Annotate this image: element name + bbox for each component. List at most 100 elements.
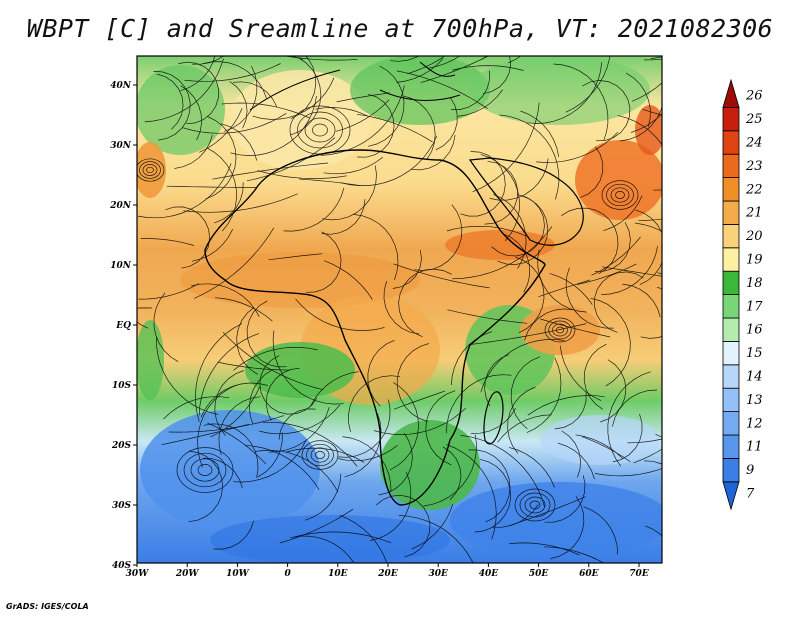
colorbar-label: 24 bbox=[745, 136, 763, 151]
streamline bbox=[195, 323, 243, 422]
streamline bbox=[612, 389, 658, 427]
streamline bbox=[538, 279, 591, 298]
streamline bbox=[206, 147, 237, 232]
streamline-vortex bbox=[306, 443, 334, 467]
streamline bbox=[305, 231, 342, 293]
streamline-vortex bbox=[190, 458, 220, 482]
streamline bbox=[263, 421, 358, 467]
streamline bbox=[645, 525, 662, 537]
streamline bbox=[536, 132, 619, 163]
streamline-vortex bbox=[310, 447, 330, 463]
streamline bbox=[200, 382, 268, 418]
colorbar-label: 9 bbox=[746, 463, 754, 478]
streamline bbox=[565, 267, 614, 329]
streamline bbox=[304, 473, 342, 521]
streamline bbox=[207, 422, 267, 465]
africa-coastline bbox=[204, 149, 546, 506]
colorbar-swatch bbox=[722, 387, 740, 413]
streamline bbox=[502, 233, 530, 293]
streamline bbox=[137, 307, 153, 309]
colorbar-swatch bbox=[722, 107, 740, 132]
streamline bbox=[617, 115, 662, 145]
lat-label: 20N bbox=[109, 201, 132, 211]
streamline bbox=[137, 163, 232, 219]
streamline bbox=[499, 114, 560, 200]
streamline bbox=[393, 390, 446, 410]
streamline bbox=[221, 102, 310, 119]
streamline bbox=[580, 146, 604, 198]
streamline-vortex bbox=[552, 323, 568, 337]
streamlines bbox=[137, 56, 662, 563]
streamline bbox=[338, 445, 398, 462]
streamline bbox=[565, 56, 611, 113]
streamline bbox=[396, 70, 488, 109]
streamline bbox=[257, 432, 283, 478]
colorbar-label: 25 bbox=[745, 112, 763, 127]
streamline bbox=[602, 266, 662, 277]
streamline bbox=[198, 333, 260, 416]
streamline bbox=[452, 65, 524, 71]
colorbar-swatch bbox=[722, 270, 740, 296]
streamline bbox=[268, 253, 323, 261]
streamline bbox=[309, 371, 359, 408]
streamline bbox=[156, 73, 184, 130]
streamline-vortex bbox=[524, 496, 546, 514]
streamline bbox=[265, 367, 300, 421]
lon-label: 0 bbox=[284, 569, 291, 579]
streamline bbox=[259, 404, 341, 435]
streamline-vortex bbox=[312, 123, 328, 137]
streamline bbox=[402, 95, 436, 160]
streamline bbox=[213, 520, 255, 550]
streamline bbox=[210, 386, 261, 438]
streamline bbox=[194, 227, 275, 299]
colorbar-swatch bbox=[722, 340, 740, 366]
streamline bbox=[457, 89, 503, 117]
colorbar-label: 26 bbox=[745, 89, 763, 104]
streamline bbox=[338, 399, 391, 458]
streamline bbox=[642, 108, 662, 116]
colorbar-label: 23 bbox=[745, 159, 763, 174]
streamline bbox=[561, 430, 581, 478]
streamline bbox=[290, 57, 322, 136]
streamline bbox=[222, 332, 324, 391]
streamline bbox=[166, 185, 257, 188]
streamline bbox=[650, 56, 662, 59]
streamline bbox=[590, 297, 631, 387]
lat-label: EQ bbox=[115, 321, 131, 331]
streamline bbox=[553, 63, 609, 141]
streamline bbox=[218, 396, 261, 455]
streamline bbox=[229, 81, 248, 129]
colorbar-swatch bbox=[722, 153, 740, 178]
streamline-vortex bbox=[137, 158, 165, 182]
streamline-vortex bbox=[615, 191, 625, 199]
streamline bbox=[423, 434, 477, 507]
streamline bbox=[435, 97, 458, 151]
streamline bbox=[631, 82, 662, 102]
streamline bbox=[191, 56, 224, 65]
streamline-vortex bbox=[555, 326, 565, 334]
streamline bbox=[527, 62, 603, 124]
colorbar-label: 21 bbox=[745, 206, 763, 221]
colorbar-swatch bbox=[722, 364, 740, 389]
streamline bbox=[537, 249, 587, 313]
streamline bbox=[140, 238, 195, 246]
lat-label: 30S bbox=[112, 501, 132, 511]
streamline bbox=[520, 110, 560, 157]
streamline-vortex bbox=[529, 500, 541, 510]
streamline bbox=[339, 514, 388, 563]
streamline bbox=[324, 260, 373, 300]
streamline bbox=[497, 195, 549, 265]
streamline bbox=[594, 271, 644, 333]
streamline bbox=[643, 58, 662, 61]
streamline bbox=[203, 423, 259, 478]
streamline bbox=[601, 246, 658, 295]
colorbar-swatch bbox=[722, 481, 740, 511]
streamline bbox=[600, 359, 627, 423]
streamline bbox=[508, 56, 522, 64]
streamline bbox=[396, 343, 430, 422]
lon-label: 70E bbox=[629, 569, 649, 579]
streamline-vortex bbox=[146, 166, 154, 174]
streamline-vortex bbox=[176, 447, 234, 493]
streamline bbox=[620, 105, 662, 142]
lat-label: 30N bbox=[110, 141, 132, 151]
